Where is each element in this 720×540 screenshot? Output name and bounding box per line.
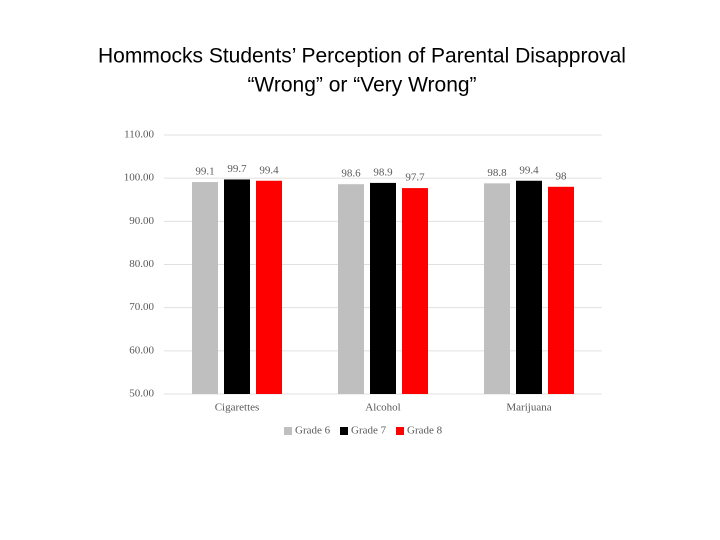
bar xyxy=(370,182,396,394)
x-tick-label: Marijuana xyxy=(506,402,551,414)
bar xyxy=(338,184,364,394)
value-label: 98.6 xyxy=(341,168,361,180)
legend-swatch xyxy=(284,427,292,435)
value-label: 99.4 xyxy=(259,164,279,176)
legend-swatch xyxy=(396,427,404,435)
legend-label: Grade 8 xyxy=(407,425,443,437)
x-tick-label: Alcohol xyxy=(365,402,400,414)
y-tick-label: 100.00 xyxy=(124,172,155,184)
value-label: 99.7 xyxy=(227,163,247,175)
bar xyxy=(402,188,428,394)
value-label: 98.9 xyxy=(373,166,393,178)
y-tick-label: 60.00 xyxy=(129,344,154,356)
value-label: 99.1 xyxy=(195,166,214,178)
legend-label: Grade 6 xyxy=(295,425,331,437)
y-tick-label: 90.00 xyxy=(129,215,154,227)
legend-swatch xyxy=(340,427,348,435)
bar xyxy=(224,179,250,394)
y-tick-label: 70.00 xyxy=(129,301,154,313)
y-tick-label: 50.00 xyxy=(129,388,154,400)
value-label: 98 xyxy=(556,170,568,182)
bar xyxy=(484,183,510,394)
legend-label: Grade 7 xyxy=(351,425,387,437)
y-tick-label: 110.00 xyxy=(124,129,154,141)
value-label: 99.4 xyxy=(519,164,539,176)
bar xyxy=(516,180,542,394)
y-tick-label: 80.00 xyxy=(129,258,154,270)
value-label: 98.8 xyxy=(487,167,507,179)
bar xyxy=(192,182,218,394)
chart-title: “Wrong” or “Very Wrong” xyxy=(247,74,476,97)
bar xyxy=(256,180,282,394)
x-tick-label: Cigarettes xyxy=(215,402,260,414)
chart-title: Hommocks Students’ Perception of Parenta… xyxy=(98,45,626,68)
bar xyxy=(548,186,574,394)
value-label: 97.7 xyxy=(405,172,425,184)
